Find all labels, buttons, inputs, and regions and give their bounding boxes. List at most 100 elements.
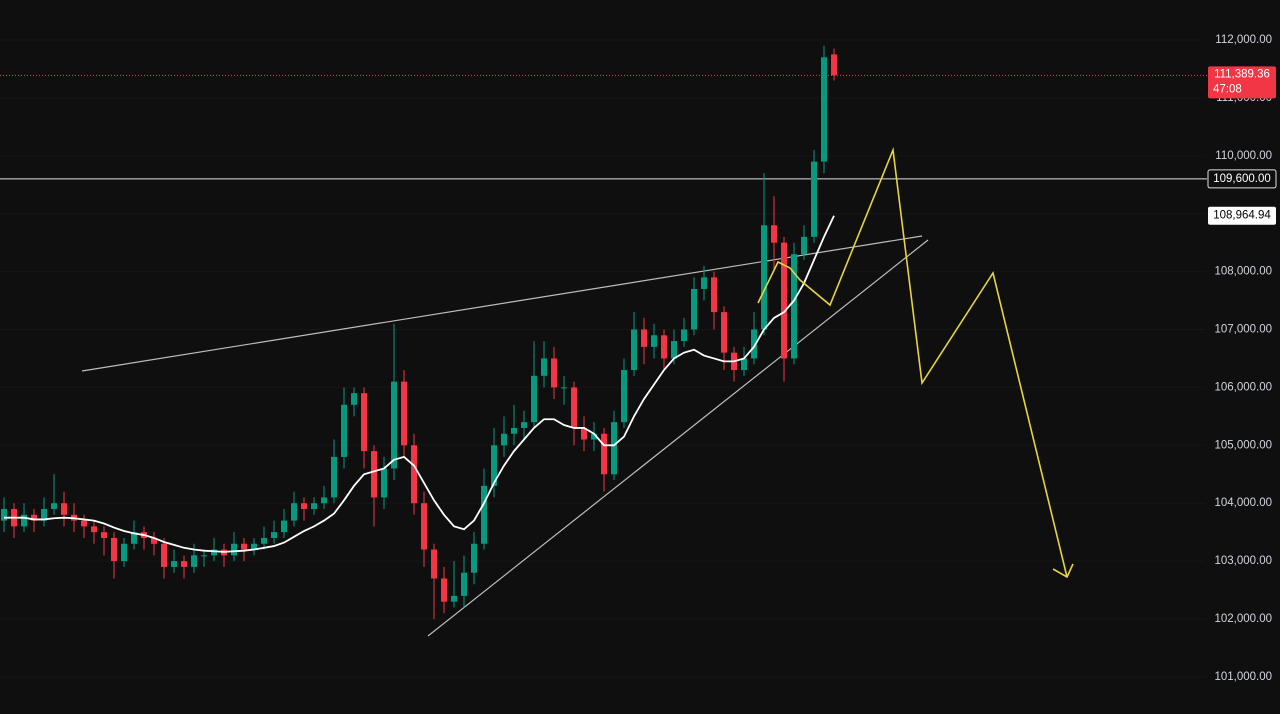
candle-body	[561, 387, 567, 389]
candle-body	[411, 445, 417, 504]
candle-body	[591, 433, 597, 440]
countdown: 47:08	[1213, 83, 1242, 95]
candle-body	[61, 503, 67, 515]
trendline-lower	[427, 239, 929, 637]
ma-label-box	[1208, 206, 1276, 225]
candle-body	[661, 335, 667, 359]
last-price-label: 111,389.36	[1214, 68, 1270, 80]
candle-body	[721, 312, 727, 353]
candle-body	[491, 445, 497, 486]
candle-body	[331, 456, 337, 498]
candle-body	[431, 549, 437, 579]
candle-body	[611, 422, 617, 475]
plot	[1, 45, 837, 620]
candle-body	[21, 514, 27, 527]
candle-body	[231, 543, 237, 556]
candle-body	[351, 393, 357, 405]
candle-body	[761, 225, 767, 330]
projection-arrow	[1052, 563, 1074, 579]
y-tick-label: 110,000.00	[1215, 150, 1272, 162]
candle-body	[821, 57, 827, 162]
candle-body	[321, 497, 327, 504]
y-tick-label: 104,000.00	[1214, 497, 1272, 509]
candle-body	[381, 468, 387, 498]
candle-body	[681, 329, 687, 342]
candle-body	[81, 520, 87, 527]
candle-body	[701, 277, 707, 289]
candle-body	[131, 532, 137, 544]
candle-body	[531, 375, 537, 423]
candle-body	[201, 555, 207, 557]
candle-body	[121, 543, 127, 562]
candle-body	[801, 236, 807, 255]
candle-body	[651, 335, 657, 347]
candle-body	[91, 526, 97, 533]
last-price-box	[1208, 66, 1276, 99]
y-tick-label: 105,000.00	[1214, 439, 1272, 451]
candle-body	[461, 572, 467, 596]
candle-body	[361, 393, 367, 452]
candle-body	[1, 509, 7, 521]
candle-body	[271, 532, 277, 538]
candle-body	[741, 358, 747, 371]
candle-body	[631, 329, 637, 371]
price-axis: 101,000.00 102,000.00 103,000.00 104,000.00…	[1207, 34, 1277, 683]
candle-body	[421, 503, 427, 550]
y-tick-label: 103,000.00	[1214, 555, 1272, 567]
candle-body	[261, 537, 267, 544]
candle-body	[621, 370, 627, 423]
candle-body	[781, 242, 787, 359]
candle-body	[161, 543, 167, 567]
candle-body	[811, 161, 817, 237]
candle-body	[441, 578, 447, 602]
candle-body	[601, 433, 607, 475]
moving-average	[4, 215, 835, 553]
candle-body	[371, 451, 377, 498]
candle-body	[581, 427, 587, 440]
candle-body	[451, 595, 457, 602]
candle-body	[711, 277, 717, 313]
candle-body	[171, 561, 177, 567]
projection-path	[757, 146, 1068, 578]
level-label-box	[1207, 169, 1277, 189]
candle-body	[291, 503, 297, 521]
candle-body	[541, 358, 547, 376]
y-tick-label: 106,000.00	[1214, 381, 1272, 393]
candle-body	[111, 537, 117, 562]
candle-body	[501, 433, 507, 446]
candle-body	[471, 543, 477, 573]
candle-body	[571, 387, 577, 428]
candle-body	[791, 254, 797, 359]
y-tick-label: 107,000.00	[1214, 324, 1272, 336]
candle-body	[251, 543, 257, 550]
candle-body	[521, 422, 527, 428]
candle-body	[391, 381, 397, 469]
candle-body	[511, 427, 517, 434]
y-tick-label: 112,000.00	[1215, 34, 1272, 46]
y-tick-label: 102,000.00	[1214, 613, 1272, 625]
candle-body	[401, 381, 407, 446]
y-tick-label: 108,000.00	[1214, 266, 1272, 278]
candle-body	[671, 341, 677, 359]
candle-body	[691, 288, 697, 330]
candle-body	[41, 509, 47, 521]
candle-body	[151, 537, 157, 544]
candle-body	[831, 54, 837, 76]
candle-body	[181, 561, 187, 567]
candle-body	[551, 358, 557, 388]
candle-body	[751, 329, 757, 359]
candle-body	[341, 404, 347, 457]
candle-body	[101, 532, 107, 538]
y-tick-label: 101,000.00	[1214, 671, 1272, 683]
candle-body	[281, 520, 287, 533]
candle-body	[301, 503, 307, 510]
candle-body	[241, 543, 247, 550]
candle-body	[51, 503, 57, 510]
candle-body	[31, 514, 37, 521]
candle-body	[311, 503, 317, 510]
candle-body	[641, 329, 647, 347]
candle-body	[481, 485, 487, 544]
ma-label: 108,964.94	[1213, 210, 1271, 222]
